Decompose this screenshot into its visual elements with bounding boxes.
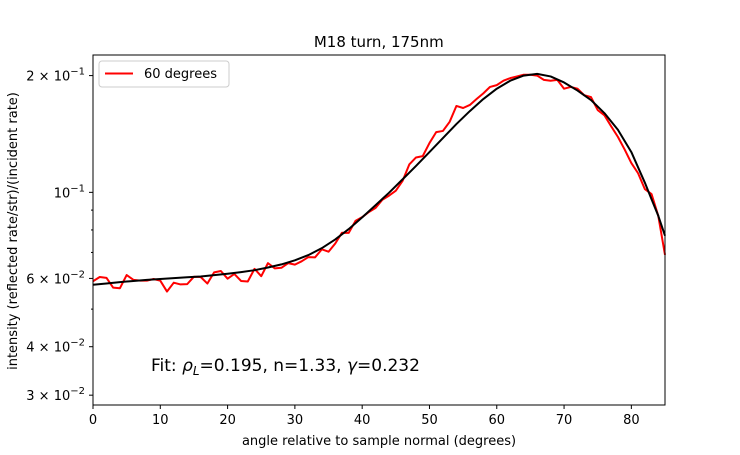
chart-title: M18 turn, 175nm (314, 33, 444, 51)
y-tick-label: 10−1 (54, 183, 85, 201)
fit-prefix: Fit: (151, 356, 182, 376)
y-tick-label: 4 × 10−2 (26, 338, 85, 356)
fit-annotation: Fit: ρL=0.195, n=1.33, γ=0.232 (151, 356, 420, 378)
fit-rest1: =0.195, n=1.33, (200, 356, 347, 376)
y-tick-label: 6 × 10−2 (26, 269, 85, 287)
y-tick-label: 2 × 10−1 (26, 67, 85, 85)
x-tick-label: 30 (287, 413, 304, 428)
x-tick-label: 70 (556, 413, 573, 428)
series-line-fit (92, 72, 666, 286)
x-tick-label: 50 (421, 413, 438, 428)
y-tick-label: 3 × 10−2 (26, 386, 85, 404)
series-line-measured (92, 73, 666, 293)
x-tick-label: 80 (623, 413, 640, 428)
fit-rho-sub: L (193, 364, 200, 378)
x-tick-label: 60 (488, 413, 505, 428)
fit-rho: ρ (182, 356, 193, 376)
x-axis-label: angle relative to sample normal (degrees… (242, 434, 516, 449)
legend-box (98, 60, 230, 88)
legend-label: 60 degrees (144, 67, 217, 82)
fit-rest2: =0.232 (357, 356, 420, 376)
fit-gamma: γ (347, 356, 358, 376)
legend: 60 degrees (98, 60, 230, 88)
plot-area (92, 54, 666, 406)
y-axis-label: intensity (reflected rate/str)/(incident… (6, 92, 21, 370)
series-layer (92, 72, 666, 293)
x-tick-label: 0 (89, 413, 97, 428)
y-axis: 3 × 10−2 4 × 10−2 6 × 10−2 10−1 2 × 10−1 (26, 67, 93, 404)
x-tick-label: 20 (219, 413, 236, 428)
x-axis: 0 10 20 30 40 50 60 70 80 (89, 405, 640, 428)
plot-frame (93, 55, 665, 405)
x-tick-label: 40 (354, 413, 371, 428)
x-tick-label: 10 (152, 413, 169, 428)
